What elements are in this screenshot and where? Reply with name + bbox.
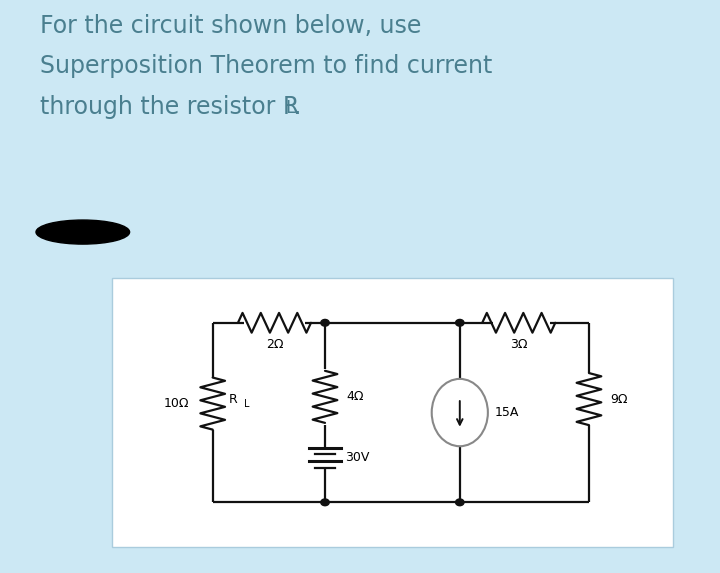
Text: through the resistor R: through the resistor R — [40, 95, 299, 119]
Text: 9Ω: 9Ω — [611, 393, 628, 406]
Text: 4Ω: 4Ω — [346, 390, 364, 403]
Circle shape — [321, 319, 329, 326]
Text: Superposition Theorem to find current: Superposition Theorem to find current — [40, 54, 492, 79]
Ellipse shape — [36, 220, 130, 244]
Circle shape — [456, 319, 464, 326]
Text: 3Ω: 3Ω — [510, 339, 528, 351]
Text: 10Ω: 10Ω — [163, 397, 189, 410]
Text: L: L — [285, 99, 295, 116]
Text: 15A: 15A — [495, 406, 519, 419]
Circle shape — [321, 499, 329, 506]
Text: .: . — [294, 95, 301, 119]
Circle shape — [456, 499, 464, 506]
Text: For the circuit shown below, use: For the circuit shown below, use — [40, 14, 421, 38]
FancyBboxPatch shape — [112, 278, 673, 547]
Text: 2Ω: 2Ω — [266, 339, 283, 351]
Text: L: L — [244, 399, 250, 409]
Text: R: R — [228, 394, 237, 406]
Text: 30V: 30V — [345, 451, 369, 464]
